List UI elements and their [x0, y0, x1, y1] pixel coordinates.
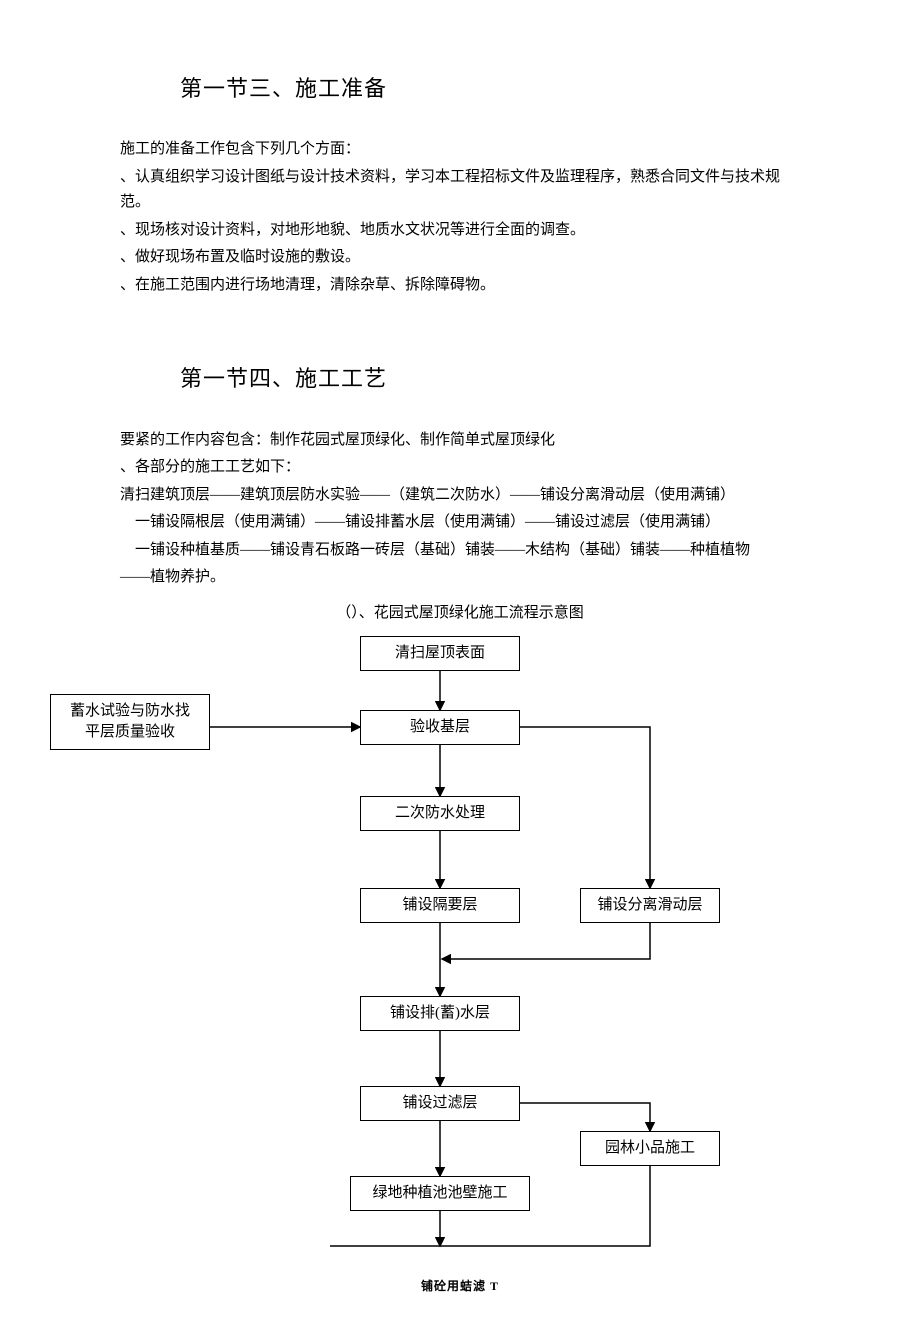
flowchart-node-separation-layer: 铺设分离滑动层 — [580, 888, 720, 923]
section3-item-2: 、现场核对设计资料，对地形地貌、地质水文状况等进行全面的调查。 — [120, 218, 800, 244]
flowchart-node-isolation-layer: 铺设隔要层 — [360, 888, 520, 923]
flowchart-node-clean-roof: 清扫屋顶表面 — [360, 636, 520, 671]
section4-intro1: 要紧的工作内容包含：制作花园式屋顶绿化、制作简单式屋顶绿化 — [120, 428, 800, 454]
flowchart-node-inspect-base: 验收基层 — [360, 710, 520, 745]
flowchart-node-drainage-layer: 铺设排(蓄)水层 — [360, 996, 520, 1031]
section3-intro: 施工的准备工作包含下列几个方面： — [120, 137, 800, 163]
section3-item-3: 、做好现场布置及临时设施的敷设。 — [120, 245, 800, 271]
section4-process3: 一铺设种植基质——铺设青石板路一砖层（基础）铺装——木结构（基础）铺装——种植植… — [120, 538, 800, 564]
section4-intro2: 、各部分的施工工艺如下： — [120, 455, 800, 481]
flowchart-node-garden-works: 园林小品施工 — [580, 1131, 720, 1166]
flowchart-node-waterproof: 二次防水处理 — [360, 796, 520, 831]
flowchart-node-water-test: 蓄水试验与防水找平层质量验收 — [50, 694, 210, 750]
section4-process4: ——植物养护。 — [120, 565, 800, 591]
flowchart-node-planting-wall: 绿地种植池池壁施工 — [350, 1176, 530, 1211]
section4-heading: 第一节四、施工工艺 — [180, 360, 800, 397]
flowchart-node-filter-layer: 铺设过滤层 — [360, 1086, 520, 1121]
section3-item-1: 、认真组织学习设计图纸与设计技术资料，学习本工程招标文件及监理程序，熟悉合同文件… — [120, 165, 800, 216]
section3-heading: 第一节三、施工准备 — [180, 70, 800, 107]
section3-item-4: 、在施工范围内进行场地清理，清除杂草、拆除障碍物。 — [120, 273, 800, 299]
section4-process2: 一铺设隔根层（使用满铺）——铺设排蓄水层（使用满铺）——铺设过滤层（使用满铺） — [120, 510, 800, 536]
flowchart-container: 清扫屋顶表面验收基层二次防水处理铺设隔要层铺设排(蓄)水层铺设过滤层绿地种植池池… — [120, 636, 800, 1276]
section4-process1: 清扫建筑顶层——建筑顶层防水实验——（建筑二次防水）——铺设分离滑动层（使用满铺… — [120, 483, 800, 509]
flowchart-footer: 铺砼用蛣滤 T — [120, 1276, 800, 1296]
flowchart-title: （）、花园式屋顶绿化施工流程示意图 — [120, 601, 800, 627]
